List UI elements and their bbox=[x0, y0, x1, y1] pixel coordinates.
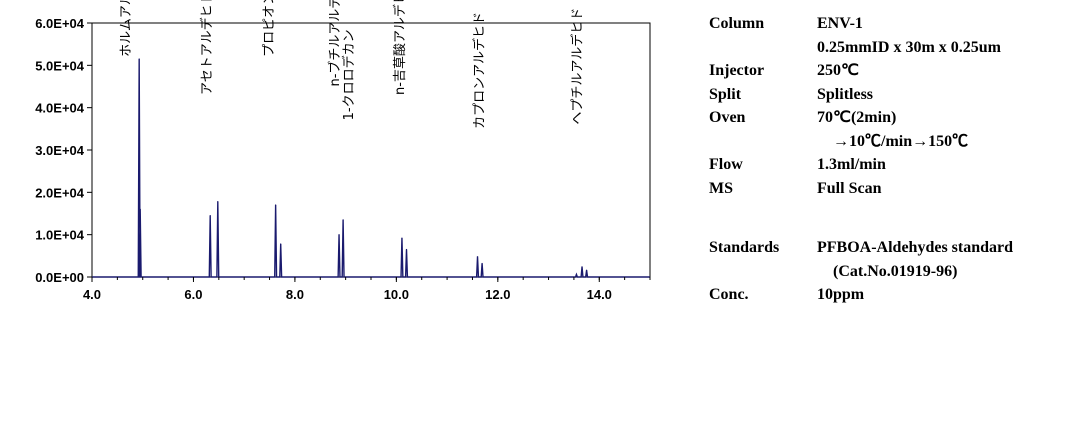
peak-label: プロピオンアルデヒド bbox=[261, 0, 277, 57]
x-tick-label: 4.0 bbox=[83, 287, 101, 302]
y-tick-label: 1.0E+04 bbox=[35, 228, 85, 243]
y-tick-label: 6.0E+04 bbox=[35, 16, 85, 31]
condition-key bbox=[709, 260, 817, 284]
condition-value: 0.25mmID x 30m x 0.25um bbox=[817, 38, 1001, 56]
condition-row: Flow 1.3ml/min bbox=[709, 153, 1069, 177]
condition-row: Oven 70℃(2min) bbox=[709, 106, 1069, 130]
analysis-conditions-panel: Column ENV-1 0.25mmID x 30m x 0.25um Inject… bbox=[709, 12, 1069, 307]
condition-value: PFBOA-Aldehydes standard bbox=[817, 239, 1014, 256]
condition-key bbox=[709, 130, 817, 154]
condition-value: Full Scan bbox=[817, 179, 882, 197]
peak-point bbox=[481, 262, 483, 265]
peak-point bbox=[401, 237, 403, 239]
condition-value: ENV-1 bbox=[817, 15, 863, 32]
y-tick-label: 4.0E+04 bbox=[35, 101, 85, 116]
x-tick-label: 14.0 bbox=[587, 287, 612, 302]
condition-key: Split bbox=[709, 85, 742, 103]
condition-value: 70℃(2min) bbox=[817, 109, 897, 126]
y-tick-label: 5.0E+04 bbox=[35, 58, 85, 73]
peak-point bbox=[405, 248, 408, 251]
standards-list: Standards PFBOA-Aldehydes standard (Cat.N… bbox=[709, 236, 1069, 307]
peak-point bbox=[581, 266, 583, 268]
condition-key: Column bbox=[709, 15, 765, 32]
x-tick-label: 10.0 bbox=[384, 287, 409, 302]
peak-point bbox=[280, 243, 282, 245]
peak-label: ヘプチルアルデヒド bbox=[570, 8, 586, 125]
peak-point bbox=[476, 256, 479, 258]
condition-key: Flow bbox=[709, 156, 743, 173]
peak-point bbox=[217, 201, 219, 203]
axis-frame bbox=[91, 22, 651, 278]
condition-row: (Cat.No.01919-96) bbox=[709, 260, 1069, 284]
y-tick-label: 3.0E+04 bbox=[35, 143, 85, 158]
trace-line bbox=[92, 58, 650, 278]
condition-value: →10℃/min→150℃ bbox=[817, 132, 969, 150]
condition-key bbox=[709, 36, 817, 60]
condition-key: Conc. bbox=[709, 286, 749, 303]
peak-point bbox=[275, 204, 277, 206]
condition-value: (Cat.No.01919-96) bbox=[817, 262, 958, 280]
plot-frame bbox=[91, 22, 651, 278]
condition-value: 250℃ bbox=[817, 62, 859, 79]
condition-row: Injector 250℃ bbox=[709, 59, 1069, 83]
peak-point bbox=[138, 58, 140, 60]
peak-label: カプロンアルデヒド bbox=[472, 12, 488, 129]
condition-row: Standards PFBOA-Aldehydes standard bbox=[709, 236, 1069, 260]
condition-row: Column ENV-1 bbox=[709, 12, 1069, 36]
chromatogram-chart: 0.0E+00 1.0E+04 2.0E+04 3.0E+04 4.0E+04 5.0E+… bbox=[35, 0, 651, 302]
x-tick-label: 8.0 bbox=[286, 287, 304, 302]
peak-point bbox=[575, 273, 578, 276]
conditions-list: Column ENV-1 0.25mmID x 30m x 0.25um Inject… bbox=[709, 12, 1069, 200]
condition-key: Oven bbox=[709, 109, 746, 126]
chromatogram-trace bbox=[92, 58, 650, 278]
x-tick-label: 6.0 bbox=[184, 287, 202, 302]
condition-row: 0.25mmID x 30m x 0.25um bbox=[709, 36, 1069, 60]
peak-label: n-吉草酸アルデヒド bbox=[392, 0, 408, 95]
condition-value: Splitless bbox=[817, 85, 874, 103]
y-tick-label: 0.0E+00 bbox=[35, 270, 84, 285]
condition-row: →10℃/min→150℃ bbox=[709, 130, 1069, 154]
condition-key: Injector bbox=[709, 62, 765, 79]
condition-key: MS bbox=[709, 179, 733, 197]
condition-row: Split Splitless bbox=[709, 83, 1069, 107]
condition-value: 1.3ml/min bbox=[817, 156, 886, 173]
peak-point bbox=[338, 234, 340, 236]
peak-point bbox=[585, 269, 588, 271]
peak-point bbox=[209, 215, 211, 217]
peak-label: ホルムアルデヒド bbox=[118, 0, 134, 57]
peak-label: 1-クロロデカン bbox=[341, 29, 357, 120]
condition-value: 10ppm bbox=[817, 286, 865, 303]
condition-key: Standards bbox=[709, 239, 780, 256]
condition-row: MS Full Scan bbox=[709, 177, 1069, 201]
peak-point bbox=[139, 208, 141, 210]
y-tick-label: 2.0E+04 bbox=[35, 185, 85, 200]
condition-row: Conc. 10ppm bbox=[709, 283, 1069, 307]
peak-label: n-ブチルアルデヒド bbox=[327, 0, 343, 87]
x-tick-label: 12.0 bbox=[485, 287, 510, 302]
peak-label: アセトアルデヒド bbox=[199, 0, 215, 95]
peak-point bbox=[342, 219, 344, 221]
